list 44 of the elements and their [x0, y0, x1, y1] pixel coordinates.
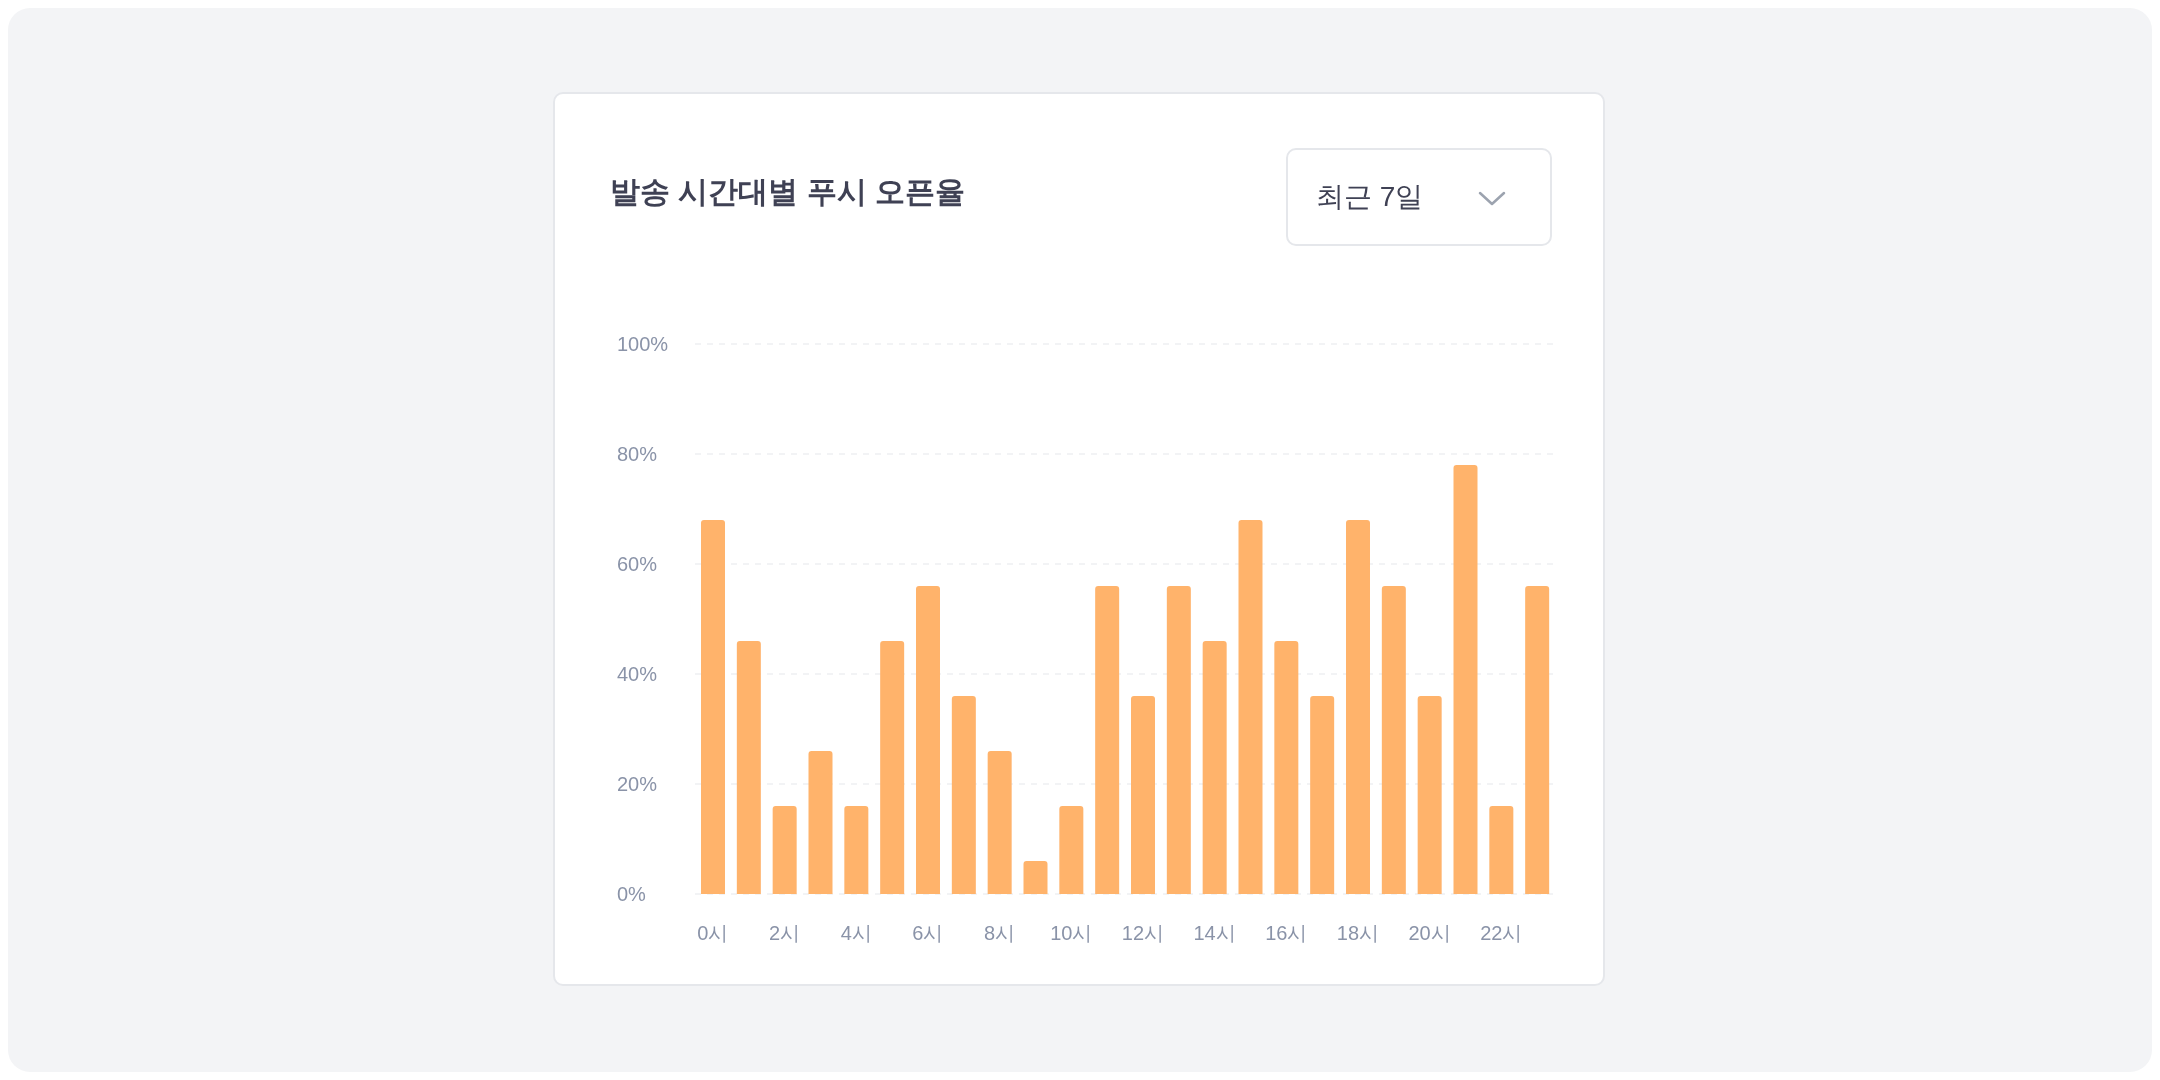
y-tick-label: 20% [617, 773, 658, 796]
x-tick-label: 12시 [1121, 922, 1165, 945]
bar [1095, 586, 1120, 894]
bar [736, 641, 761, 894]
x-tick-label: 20시 [1408, 922, 1451, 945]
x-tick-label: 16시 [1265, 922, 1308, 945]
bar [987, 751, 1012, 894]
bar [1131, 696, 1155, 894]
bar [1166, 586, 1191, 894]
x-tick-label: 2시 [769, 922, 801, 945]
y-tick-label: 60% [617, 553, 658, 576]
bar [1023, 861, 1048, 894]
bar [916, 586, 940, 894]
bar [1238, 520, 1263, 894]
bar [1202, 641, 1227, 894]
x-tick-label: 4시 [840, 922, 872, 945]
bar [880, 641, 905, 894]
text: 최근 7일 [1316, 180, 1424, 214]
bar [1417, 696, 1442, 894]
bar [701, 520, 725, 894]
x-tick-label: 8시 [984, 922, 1016, 945]
y-tick-label: 0% [617, 883, 647, 906]
bar [808, 751, 833, 894]
bar [772, 806, 797, 894]
bar [1381, 586, 1406, 894]
x-tick-label: 18시 [1336, 922, 1380, 945]
bar [951, 696, 976, 894]
x-tick-label: 0시 [697, 922, 729, 945]
chart-title: 발송 시간대별 푸시 오픈율 [610, 174, 966, 210]
y-tick-label: 80% [617, 443, 658, 466]
bar [844, 806, 869, 894]
bar [1346, 520, 1370, 894]
bar [1525, 586, 1550, 894]
bar [1274, 641, 1299, 894]
bar [1059, 806, 1084, 894]
x-tick-label: 6시 [912, 922, 944, 945]
y-tick-label: 100% [617, 333, 669, 356]
bar [1489, 806, 1514, 894]
x-tick-label: 10시 [1050, 922, 1093, 945]
x-tick-label: 14시 [1193, 922, 1236, 945]
bar [1453, 465, 1478, 894]
x-tick-label: 22시 [1480, 922, 1523, 945]
y-tick-label: 40% [617, 663, 658, 686]
bar [1310, 696, 1335, 894]
